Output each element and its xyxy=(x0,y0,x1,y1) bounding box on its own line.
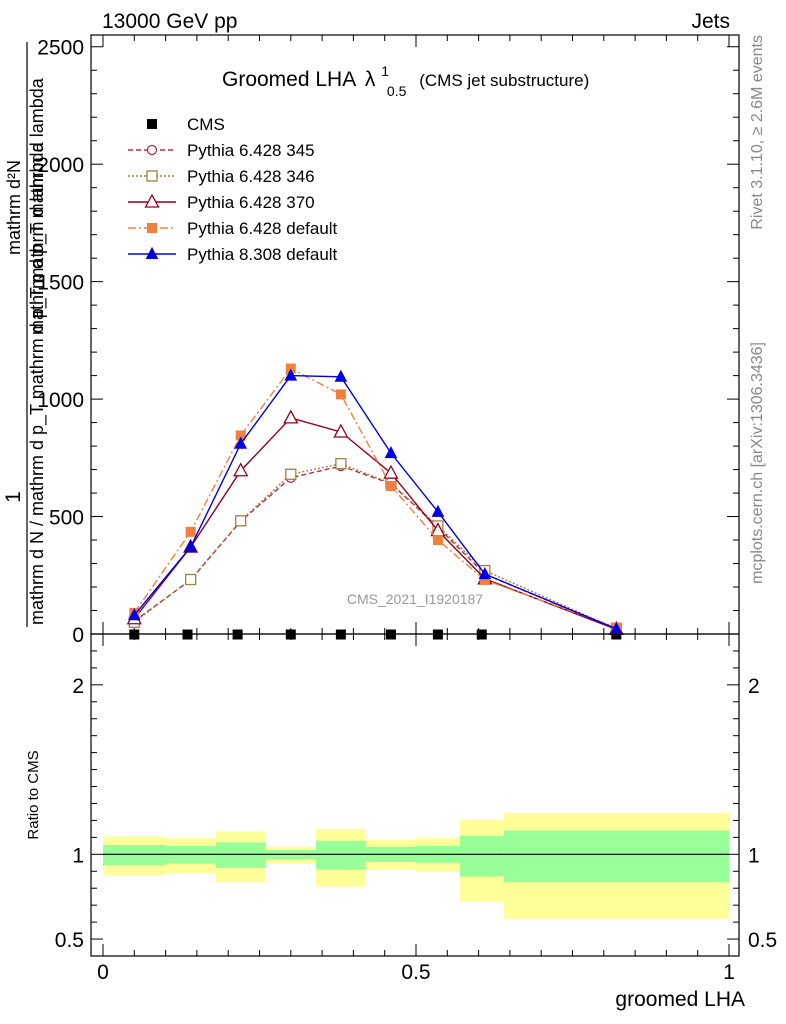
series-pythia-6-428-default-point xyxy=(335,389,346,400)
chart-title-subscript: 0.5 xyxy=(387,83,407,99)
y-tick-label: 1500 xyxy=(37,272,84,295)
series-pythia-8-308-default-point xyxy=(431,504,445,517)
ylabel-denominator: mathrm d N / mathrm d p_T mathrm d p_T m… xyxy=(27,142,48,625)
ratio-y-tick-label-left: 1 xyxy=(72,844,84,867)
chart-subtitle: (CMS jet substructure) xyxy=(419,71,589,90)
y-tick-label: 500 xyxy=(49,507,84,530)
legend-pythia-8-308-default-label: Pythia 8.308 default xyxy=(187,245,338,264)
series-pythia-8-308-default-point xyxy=(334,369,348,382)
ratio-panel: 0.5 0.51 12 2 0 0.5 1 Ratio to CMS groomed LH… xyxy=(25,633,777,1011)
series-pythia-8-308-default-point xyxy=(478,567,492,580)
analysis-watermark: CMS_2021_I1920187 xyxy=(347,591,483,607)
ratio-inner-band xyxy=(103,844,166,866)
chart-title-superscript: 1 xyxy=(381,63,389,79)
legend-pythia-6-428-default-label: Pythia 6.428 default xyxy=(187,219,338,238)
ratio-y-tick-label-right: 0.5 xyxy=(748,929,777,952)
main-y-axis-label: 1 mathrm d N / mathrm d p_T mathrm d p_T… xyxy=(2,42,48,627)
series-pythia-6-428-346-point xyxy=(285,468,297,480)
mcplots-label: mcplots.cern.ch [arXiv:1306.3436] xyxy=(749,342,766,584)
ratio-inner-band xyxy=(215,842,266,868)
series-pythia-6-428-370-point xyxy=(233,462,249,477)
legend-pythia-6-428-346-label: Pythia 6.428 346 xyxy=(187,167,315,186)
ylabel-top-part: mathrm d²N xyxy=(4,160,24,255)
series-pythia-6-428-346-point xyxy=(184,573,197,586)
series-pythia-8-308-default-point xyxy=(609,621,623,634)
series-pythia-6-428-346-line xyxy=(133,462,617,630)
chart-title: Groomed LHA λ 1 0.5 (CMS jet substructur… xyxy=(222,58,589,101)
legend-pythia-6-428-345-marker xyxy=(146,144,158,156)
series-pythia-8-308-default-point xyxy=(234,436,248,449)
ratio-y-axis-label: Ratio to CMS xyxy=(25,750,42,839)
y-tick-label: 1000 xyxy=(37,389,84,412)
rivet-label: Rivet 3.1.10, ≥ 2.6M events xyxy=(749,35,766,230)
ylabel-numerator: 1 xyxy=(2,491,25,503)
legend-pythia-8-308-default-marker xyxy=(145,246,159,259)
legend-cms-marker xyxy=(147,119,157,129)
ratio-y-tick-label-right: 1 xyxy=(748,844,760,867)
ratio-x-ticks: 0 0.5 1 xyxy=(97,634,735,984)
ylabel-bottom-part: mathrm d p_T mathrm d lambda xyxy=(27,77,48,335)
series-pythia-8-308-default-point xyxy=(384,446,398,459)
legend-pythia-6-428-370-label: Pythia 6.428 370 xyxy=(187,193,315,212)
header-left: 13000 GeV pp xyxy=(102,10,237,33)
series-pythia-8-308-default-point xyxy=(127,608,141,621)
series-pythia-6-428-default-point xyxy=(185,526,196,537)
series-pythia-6-428-default-point xyxy=(432,535,443,546)
series-pythia-8-308-default-point xyxy=(184,540,197,553)
ratio-frame xyxy=(90,633,740,957)
series-pythia-6-428-370-point xyxy=(283,409,299,424)
series-pythia-6-428-370-point xyxy=(383,464,399,479)
x-tick-label: 0.5 xyxy=(401,961,430,984)
legend-pythia-6-428-370-marker xyxy=(144,193,160,208)
series-pythia-8-308-default-point xyxy=(284,368,298,381)
legend-pythia-6-428-default-marker xyxy=(147,223,157,233)
ratio-y-tick-label-left: 0.5 xyxy=(55,929,84,952)
y-tick-label: 2500 xyxy=(37,37,84,60)
legend-pythia-6-428-345-label: Pythia 6.428 345 xyxy=(187,141,315,160)
x-tick-label: 1 xyxy=(723,961,735,984)
legend: CMS Pythia 6.428 345 Pythia 6.428 346 Pythi… xyxy=(128,115,338,264)
ratio-y-tick-label-right: 2 xyxy=(748,675,760,698)
y-tick-label: 2000 xyxy=(37,154,84,177)
x-axis-label: groomed LHA xyxy=(615,988,745,1011)
legend-pythia-6-428-346-marker xyxy=(146,170,158,182)
main-y-ticks: 0 500 1000 1500 2000 2500 xyxy=(37,37,739,647)
ratio-inner-band xyxy=(459,835,504,877)
series-pythia-6-428-346-point xyxy=(335,458,347,470)
series-pythia-6-428-346-point xyxy=(235,515,247,527)
chart-title-symbol: λ xyxy=(365,68,376,91)
ratio-bands-layer xyxy=(103,812,729,919)
ratio-inner-band xyxy=(503,830,729,883)
x-tick-label: 0 xyxy=(97,961,109,984)
header-right: Jets xyxy=(691,10,730,33)
main-panel: 0 500 1000 1500 2000 2500 Groomed LHA λ 1 0.5… xyxy=(2,34,740,647)
series-pythia-6-428-default-point xyxy=(385,481,396,492)
y-tick-label: 0 xyxy=(72,624,84,647)
ratio-y-tick-label-left: 2 xyxy=(72,675,84,698)
ratio-y-ticks: 0.5 0.5 1 1 2 2 xyxy=(55,650,777,952)
ratio-inner-band xyxy=(315,840,366,870)
series-pythia-6-428-default-line xyxy=(133,367,617,629)
series-pythia-6-428-370-point xyxy=(333,423,349,438)
legend-cms-label: CMS xyxy=(187,115,225,134)
chart-title-text: Groomed LHA xyxy=(222,68,356,91)
main-x-ticks xyxy=(102,35,730,634)
